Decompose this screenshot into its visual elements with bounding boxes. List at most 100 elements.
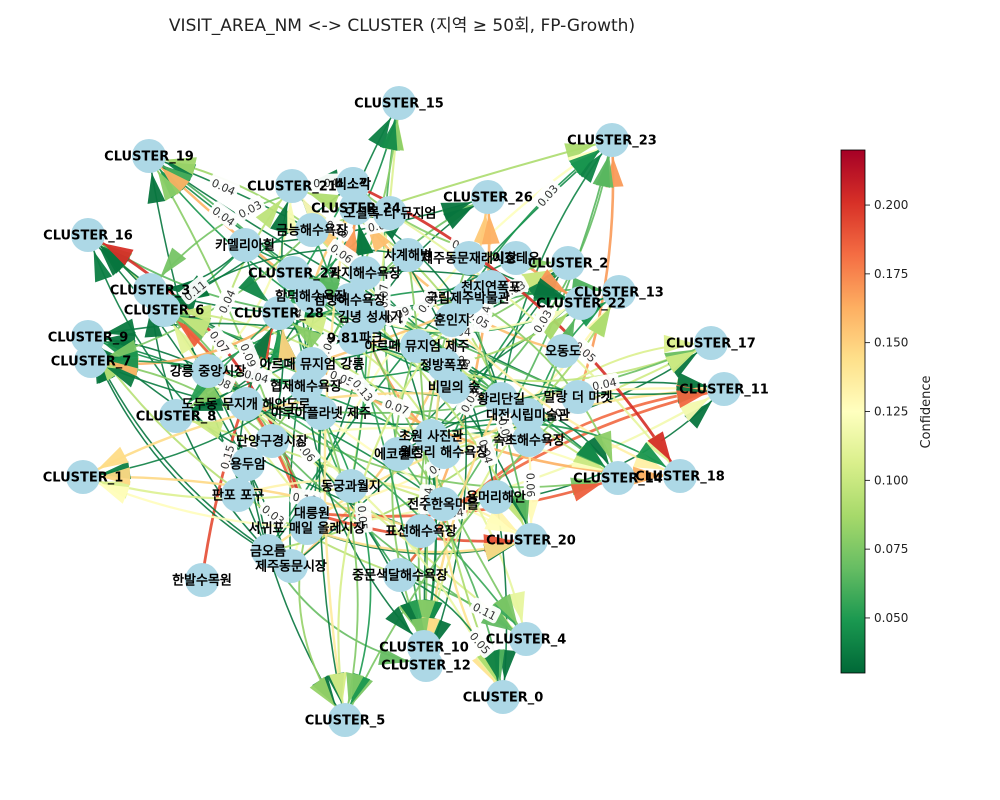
place-node[interactable]: [479, 480, 513, 514]
cluster-node[interactable]: [276, 256, 310, 290]
place-node[interactable]: [381, 437, 415, 471]
cluster-node[interactable]: [74, 344, 108, 378]
cluster-node[interactable]: [382, 86, 416, 120]
place-node[interactable]: [348, 256, 382, 290]
place-node-label: 대전시립미술관: [486, 408, 570, 424]
cluster-node-label: CLUSTER_17: [666, 337, 756, 352]
cluster-node[interactable]: [663, 459, 697, 493]
place-node[interactable]: [452, 241, 486, 275]
place-node[interactable]: [231, 447, 265, 481]
place-node[interactable]: [426, 487, 460, 521]
place-node-label: 훈인지: [434, 313, 470, 329]
place-node[interactable]: [289, 369, 323, 403]
edge-arrowhead: [102, 243, 134, 266]
edge-label-box: [381, 301, 414, 327]
place-node[interactable]: [294, 279, 328, 313]
place-node[interactable]: [255, 424, 289, 458]
place-node-label: 비소각: [335, 178, 371, 193]
cluster-node[interactable]: [707, 372, 741, 406]
cluster-node[interactable]: [509, 622, 543, 656]
place-node[interactable]: [295, 213, 329, 247]
edge-arrowhead: [355, 224, 374, 256]
place-node[interactable]: [290, 511, 324, 545]
place-node[interactable]: [546, 334, 580, 368]
place-node[interactable]: [391, 238, 425, 272]
edge-arrowhead: [481, 213, 500, 245]
cluster-node[interactable]: [694, 326, 728, 360]
place-node[interactable]: [499, 241, 533, 275]
place-node[interactable]: [274, 549, 308, 583]
edge-arrowhead: [636, 442, 666, 467]
place-node[interactable]: [404, 514, 438, 548]
cluster-node[interactable]: [66, 460, 100, 494]
cluster-node[interactable]: [262, 296, 296, 330]
place-node[interactable]: [228, 228, 262, 262]
cluster-node[interactable]: [514, 523, 548, 557]
edge-arrowhead: [295, 317, 327, 335]
place-node-label: 강릉 중앙시장: [170, 364, 246, 380]
cluster-node[interactable]: [147, 293, 181, 327]
place-node-label: 판포 포구: [212, 488, 264, 504]
place-node-label: 동궁과월지: [321, 479, 381, 495]
edge-arrowhead: [180, 304, 212, 323]
cluster-node[interactable]: [564, 286, 598, 320]
cluster-node-label: CLUSTER_23: [567, 134, 657, 149]
place-node[interactable]: [338, 321, 372, 355]
cluster-node[interactable]: [471, 180, 505, 214]
place-node[interactable]: [400, 329, 434, 363]
edge-arrowhead: [665, 350, 696, 373]
edge-label-text: 0.04: [243, 368, 270, 387]
place-node-label: 용머리해안: [466, 490, 526, 506]
edge-arrowhead: [440, 202, 472, 220]
edge-label-box: [348, 374, 379, 406]
place-node[interactable]: [511, 398, 545, 432]
place-node[interactable]: [437, 370, 471, 404]
cluster-node-label: CLUSTER_10: [379, 641, 469, 656]
edge-arrowhead: [539, 313, 568, 340]
edge-label-box: [291, 434, 321, 466]
place-node[interactable]: [512, 423, 546, 457]
cluster-node-label: CLUSTER_4: [486, 633, 567, 648]
edge-arrowhead: [346, 672, 364, 704]
place-node-label: 국립제주박물관: [426, 291, 510, 307]
place-node[interactable]: [336, 167, 370, 201]
cluster-node-label: CLUSTER_1: [43, 471, 124, 486]
place-node-label: 김녕 성세기: [338, 310, 402, 326]
cluster-node[interactable]: [132, 139, 166, 173]
place-node[interactable]: [229, 387, 263, 421]
edge-line: [337, 319, 453, 721]
place-node[interactable]: [484, 382, 518, 416]
edge-label-box: [233, 195, 266, 222]
place-node[interactable]: [427, 435, 461, 469]
place-node[interactable]: [383, 558, 417, 592]
place-node[interactable]: [435, 303, 469, 337]
cluster-node[interactable]: [602, 275, 636, 309]
cluster-node[interactable]: [328, 703, 362, 737]
cluster-node[interactable]: [409, 648, 443, 682]
place-node[interactable]: [185, 563, 219, 597]
edge-arrowhead: [676, 372, 708, 391]
cluster-node[interactable]: [601, 461, 635, 495]
place-node[interactable]: [373, 196, 407, 230]
edge-arrowhead: [101, 245, 131, 272]
edge-arrowhead: [93, 251, 113, 283]
cluster-node[interactable]: [595, 123, 629, 157]
cluster-node[interactable]: [486, 680, 520, 714]
edge-label-box: [258, 499, 290, 529]
place-node-label: 표선해수욕장: [385, 524, 457, 540]
edge-label-box: [207, 173, 240, 199]
edge-line: [87, 336, 444, 505]
place-node[interactable]: [334, 469, 368, 503]
edge-arrowhead: [632, 466, 664, 485]
cluster-node[interactable]: [159, 399, 193, 433]
place-node[interactable]: [561, 380, 595, 414]
place-node[interactable]: [221, 478, 255, 512]
cluster-node[interactable]: [275, 169, 309, 203]
cluster-node[interactable]: [551, 246, 585, 280]
cluster-node[interactable]: [71, 218, 105, 252]
cluster-node-label: CLUSTER_24: [311, 202, 401, 217]
edge-label-box: [528, 304, 556, 337]
place-node[interactable]: [304, 396, 338, 430]
place-node[interactable]: [191, 354, 225, 388]
cluster-node-label: CLUSTER_5: [305, 714, 386, 729]
